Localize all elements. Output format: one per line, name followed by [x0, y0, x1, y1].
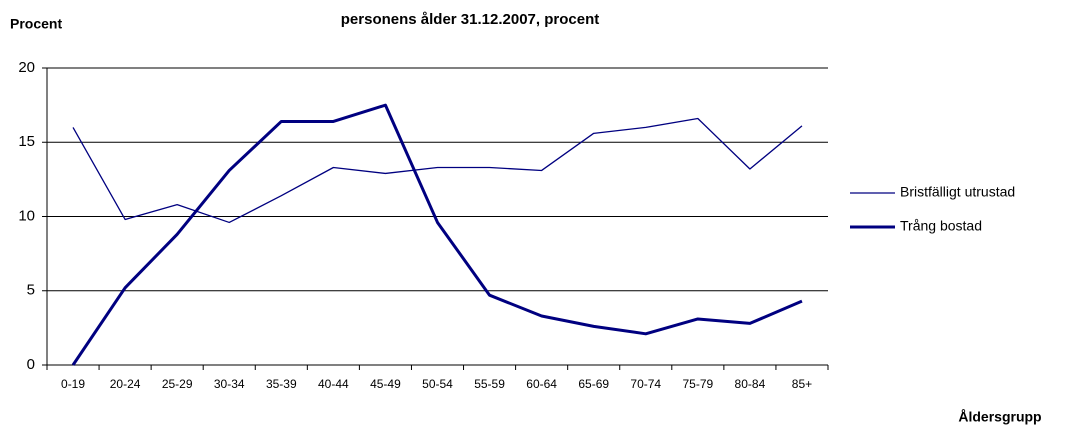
- y-tick-label: 10: [18, 207, 35, 224]
- x-tick-label: 70-74: [630, 377, 661, 391]
- y-tick-label: 20: [18, 59, 35, 76]
- x-tick-label: 35-39: [266, 377, 297, 391]
- x-tick-label: 60-64: [526, 377, 557, 391]
- x-tick-label: 85+: [792, 377, 812, 391]
- x-tick-label: 20-24: [110, 377, 141, 391]
- legend-label: Trång bostad: [900, 218, 982, 234]
- line-series: [71, 103, 803, 366]
- y-tick-label: 0: [27, 356, 35, 373]
- y-tick-label: 5: [27, 282, 35, 299]
- x-tick-label: 50-54: [422, 377, 453, 391]
- chart-title: personens ålder 31.12.2007, procent: [341, 11, 599, 28]
- x-tick-label: 25-29: [162, 377, 193, 391]
- x-tick-label: 0-19: [61, 377, 85, 391]
- legend-label: Bristfälligt utrustad: [900, 184, 1015, 200]
- x-tick-label: 40-44: [318, 377, 349, 391]
- x-tick-label: 55-59: [474, 377, 505, 391]
- x-axis-title: Åldersgrupp: [958, 409, 1041, 425]
- line-series: [72, 117, 803, 224]
- x-tick-label: 30-34: [214, 377, 245, 391]
- x-tick-label: 65-69: [578, 377, 609, 391]
- x-tick-label: 80-84: [735, 377, 766, 391]
- y-tick-label: 15: [18, 133, 35, 150]
- x-tick-label: 75-79: [682, 377, 713, 391]
- y-axis-title: Procent: [10, 16, 62, 32]
- x-tick-label: 45-49: [370, 377, 401, 391]
